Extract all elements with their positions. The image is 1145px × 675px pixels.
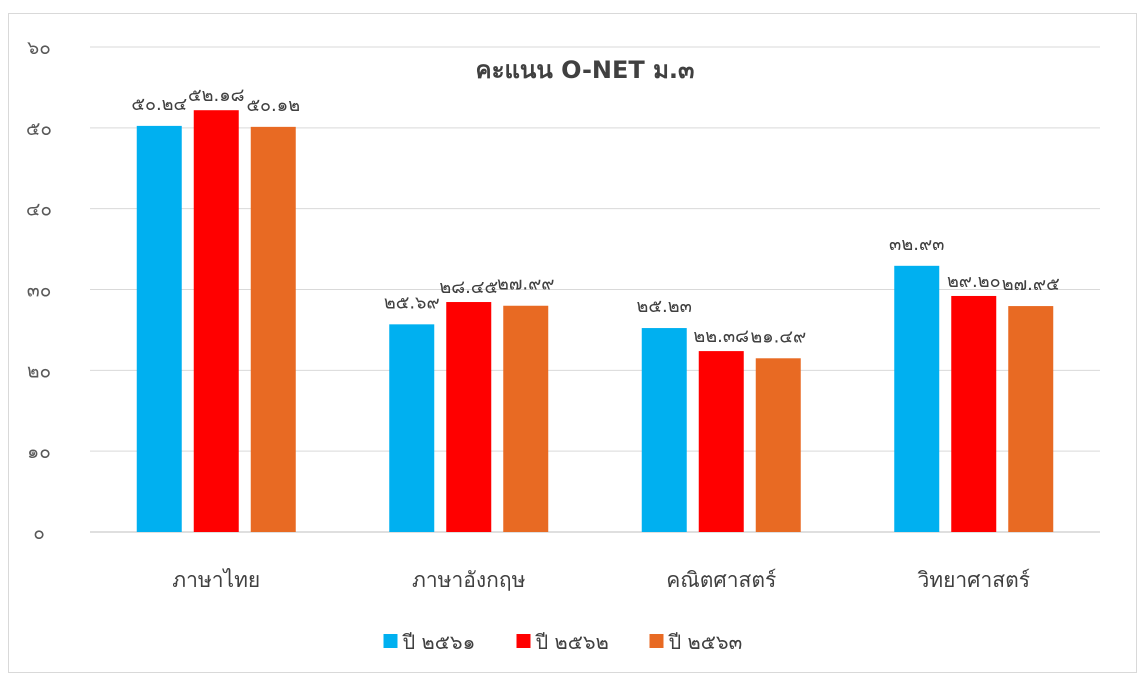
data-label: ๒๑.๔๙	[750, 326, 806, 347]
bar	[951, 295, 997, 532]
y-tick-label: ๕๐	[26, 118, 52, 140]
bar	[446, 302, 492, 532]
data-label: ๒๗.๙๕	[1002, 274, 1060, 295]
data-label: ๒๒.๓๘	[693, 326, 749, 347]
bars	[136, 110, 1054, 532]
data-label: ๕๒.๑๘	[188, 85, 245, 106]
legend-label: ปี ๒๕๖๓	[668, 630, 742, 654]
legend-swatch	[649, 634, 664, 648]
y-tick-label: ๒๐	[27, 360, 51, 382]
legend: ปี ๒๕๖๑ ปี ๒๕๖๒ ปี ๒๕๖๓	[383, 630, 742, 654]
x-tick-label: คณิตศาสตร์	[666, 568, 776, 592]
data-label: ๕๐.๑๒	[246, 95, 300, 116]
data-label: ๓๒.๙๓	[889, 234, 944, 255]
data-label: ๒๙.๒๐	[947, 271, 1001, 292]
x-axis: ภาษาไทย ภาษาอังกฤษ คณิตศาสตร์ วิทยาศาสตร์	[172, 568, 1030, 592]
bar	[389, 324, 435, 532]
x-tick-label: ภาษาอังกฤษ	[412, 568, 525, 592]
chart-title: คะแนน O-NET ม.๓	[476, 56, 695, 84]
data-label: ๒๗.๙๙	[497, 274, 555, 295]
data-label: ๕๐.๒๔	[131, 94, 187, 115]
bar	[894, 265, 940, 532]
bar	[755, 358, 801, 532]
bar	[250, 126, 296, 532]
bar	[193, 110, 239, 532]
x-tick-label: ภาษาไทย	[172, 568, 260, 592]
legend-swatch	[383, 634, 398, 648]
y-tick-label: ๔๐	[26, 199, 52, 221]
y-tick-label: ๐	[33, 522, 45, 544]
data-label: ๒๕.๖๙	[384, 292, 440, 313]
y-tick-label: ๓๐	[27, 280, 52, 302]
data-labels: ๕๐.๒๔ ๕๒.๑๘ ๕๐.๑๒๒๕.๖๙๒๘.๔๕๒๗.๙๙๒๕.๒๓๒๒.๓๘…	[131, 85, 1059, 347]
y-tick-label: ๖๐	[27, 37, 51, 59]
bar	[698, 351, 744, 532]
x-tick-label: วิทยาศาสตร์	[917, 568, 1030, 592]
legend-swatch	[516, 634, 531, 648]
legend-label: ปี ๒๕๖๒	[535, 630, 609, 654]
y-axis: ๐ ๑๐ ๒๐ ๓๐ ๔๐ ๕๐ ๖๐	[26, 37, 52, 544]
bar	[641, 328, 687, 532]
bar	[136, 125, 182, 532]
y-tick-label: ๑๐	[27, 441, 51, 463]
data-label: ๒๘.๔๕	[439, 277, 498, 298]
bar	[1008, 306, 1054, 532]
data-label: ๒๕.๒๓	[637, 296, 692, 317]
legend-label: ปี ๒๕๖๑	[402, 630, 475, 654]
bar	[503, 305, 549, 532]
